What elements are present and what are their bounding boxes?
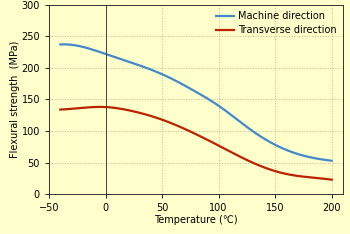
Legend: Machine direction, Transverse direction: Machine direction, Transverse direction bbox=[214, 10, 338, 37]
Transverse direction bbox=[230, 151, 234, 154]
Machine direction bbox=[58, 43, 62, 46]
Machine direction bbox=[62, 43, 66, 46]
Machine direction bbox=[255, 133, 259, 135]
Machine direction bbox=[166, 76, 170, 79]
Machine direction bbox=[230, 114, 234, 117]
Y-axis label: Flexural strength  (MPa): Flexural strength (MPa) bbox=[10, 41, 20, 158]
Machine direction bbox=[147, 68, 152, 70]
Transverse direction bbox=[91, 106, 95, 109]
Machine direction bbox=[92, 49, 96, 51]
Transverse direction bbox=[256, 164, 260, 166]
Transverse direction bbox=[58, 108, 62, 111]
Transverse direction bbox=[255, 163, 259, 166]
Transverse direction bbox=[330, 178, 334, 181]
Machine direction bbox=[256, 134, 260, 136]
Line: Machine direction: Machine direction bbox=[60, 44, 332, 161]
Line: Transverse direction: Transverse direction bbox=[60, 107, 332, 180]
Transverse direction bbox=[98, 106, 103, 108]
Machine direction bbox=[330, 159, 334, 162]
X-axis label: Temperature (℃): Temperature (℃) bbox=[154, 215, 238, 225]
Transverse direction bbox=[166, 121, 170, 124]
Transverse direction bbox=[147, 114, 152, 117]
